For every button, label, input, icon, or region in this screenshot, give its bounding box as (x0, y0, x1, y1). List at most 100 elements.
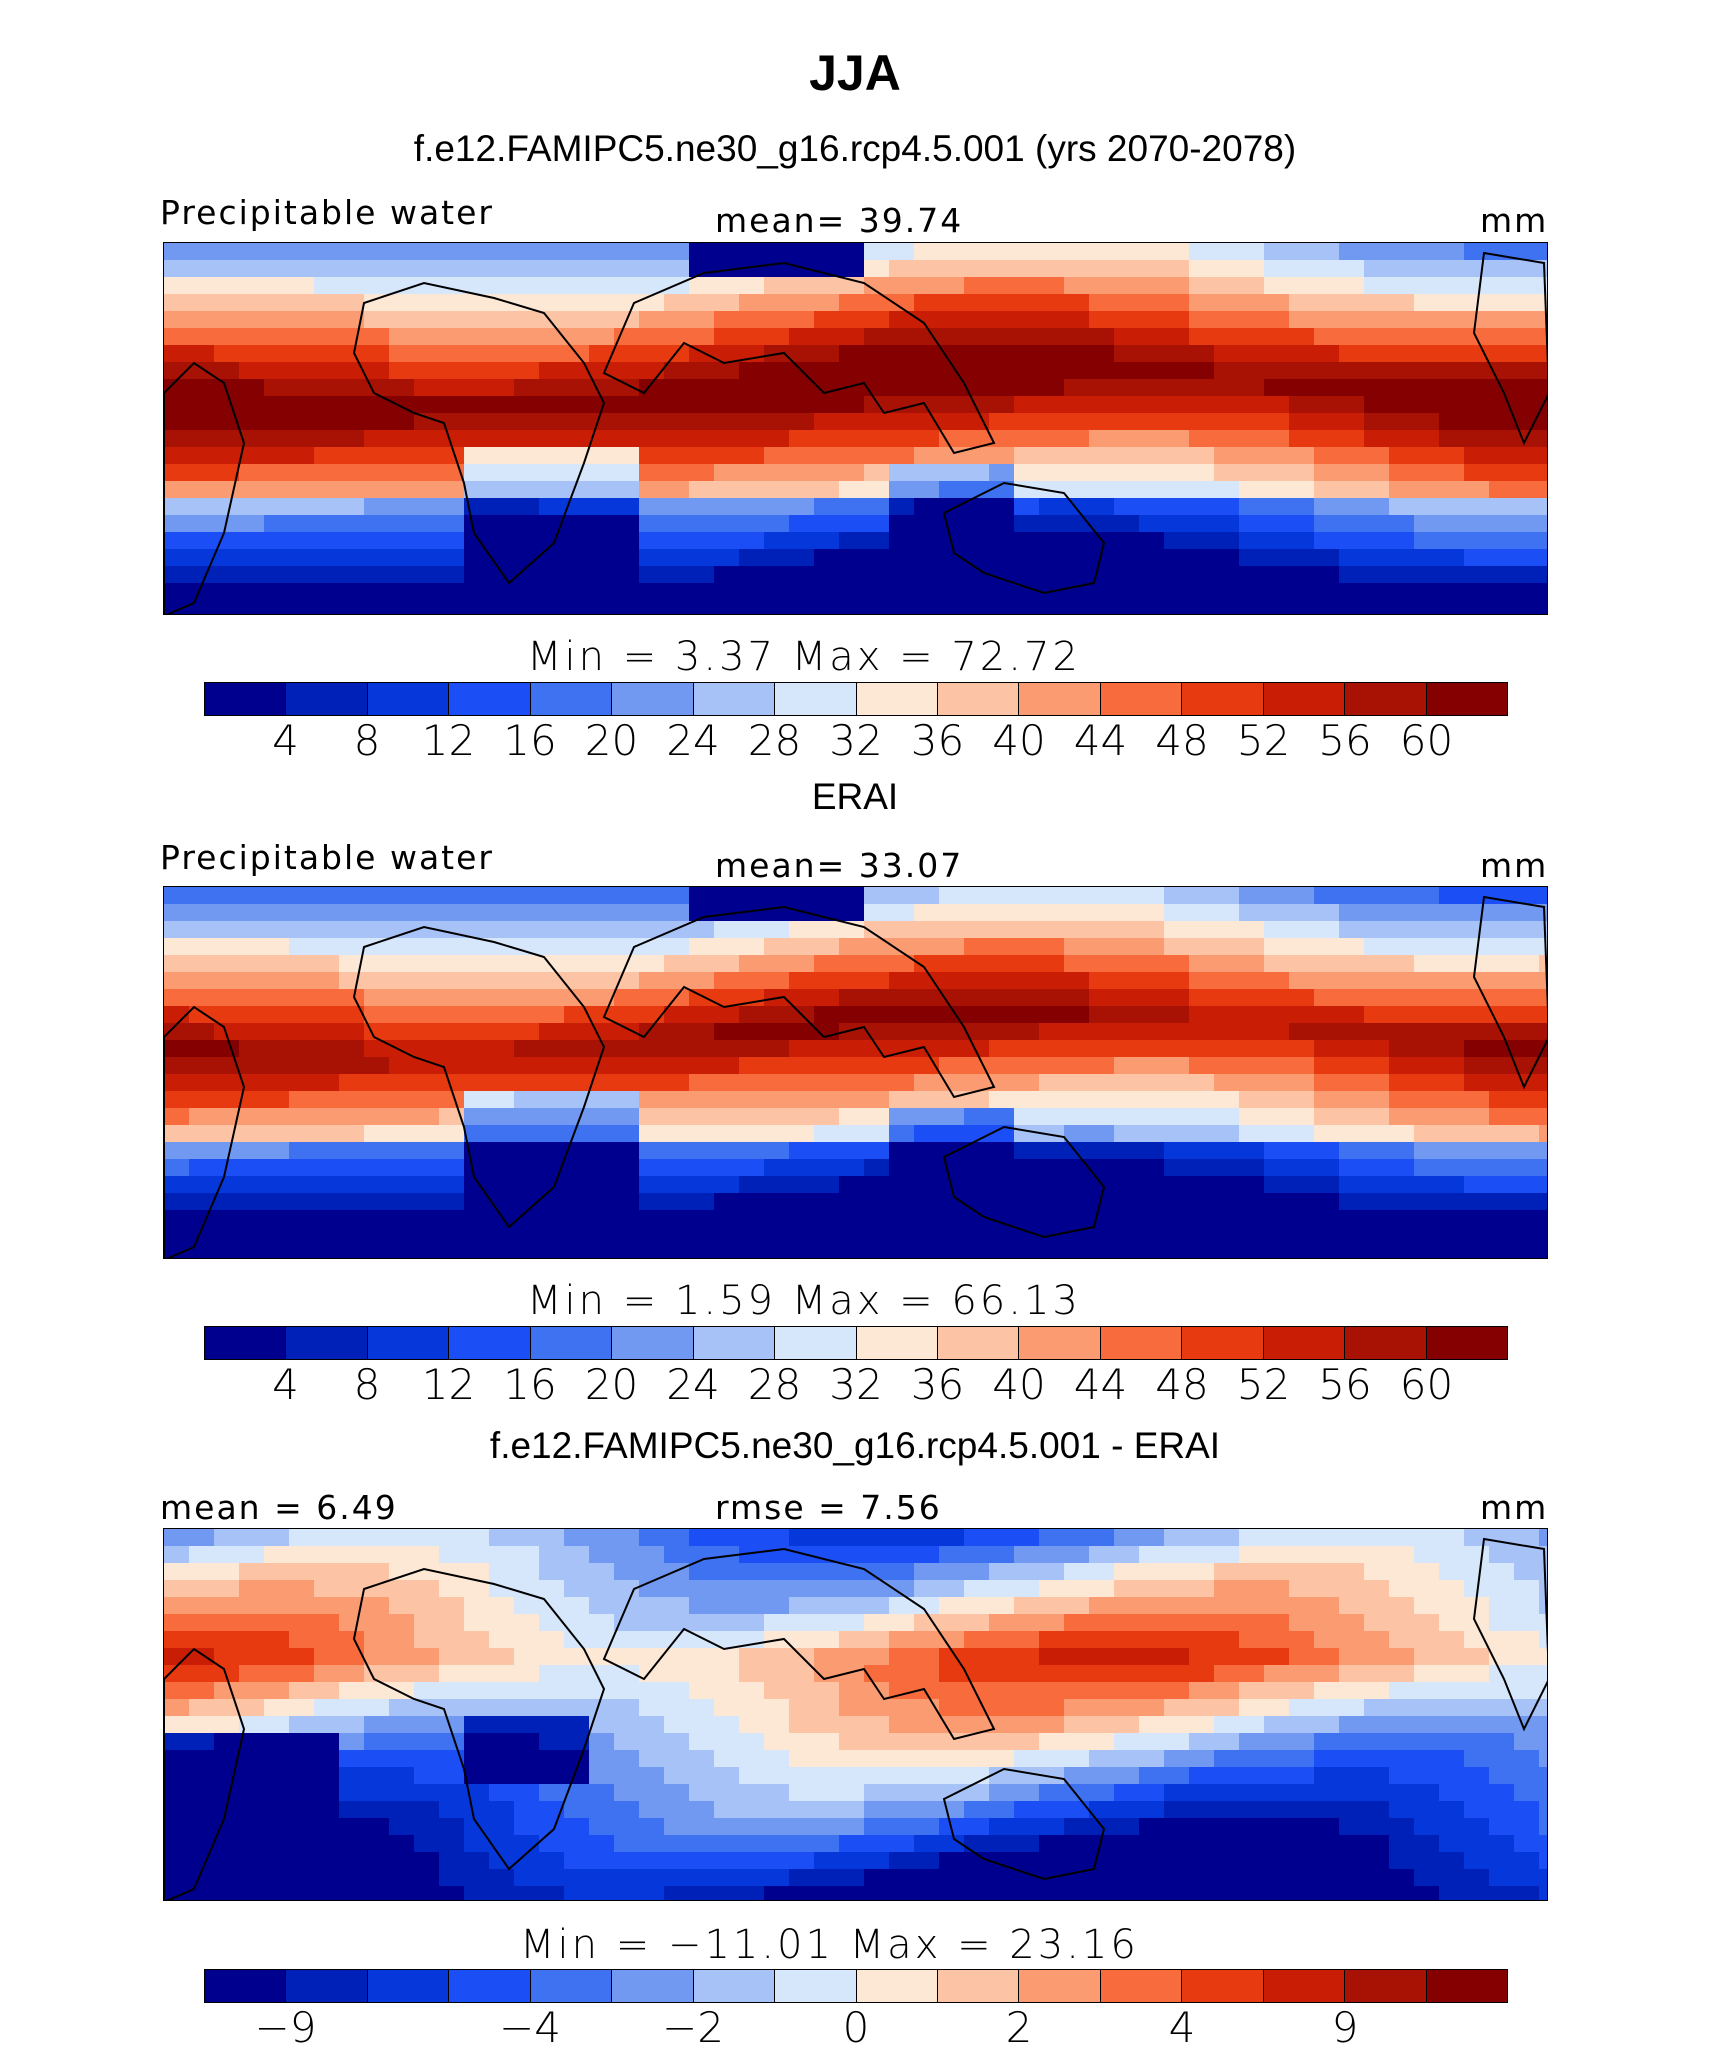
field-cell (1014, 1210, 1040, 1228)
field-cell (464, 243, 490, 261)
field-cell (1039, 1597, 1065, 1615)
field-cell (964, 1631, 990, 1649)
field-cell (939, 328, 965, 346)
field-cell (189, 396, 215, 414)
field-cell (489, 1631, 515, 1649)
field-cell (739, 1040, 765, 1058)
field-cell (264, 1210, 290, 1228)
field-cell (314, 1193, 340, 1211)
field-cell (339, 1193, 365, 1211)
field-cell (564, 972, 590, 990)
field-cell (589, 955, 615, 973)
field-cell (364, 1244, 390, 1258)
field-cell (1114, 447, 1140, 465)
field-cell (439, 549, 465, 567)
field-cell (789, 1631, 815, 1649)
field-cell (1489, 1057, 1515, 1075)
field-cell (689, 1057, 715, 1075)
field-cell (864, 972, 890, 990)
field-cell (439, 1801, 465, 1819)
panel-1-map (163, 242, 1548, 615)
colorbar-tick-label: 36 (910, 1360, 965, 1409)
field-cell (1139, 1057, 1165, 1075)
field-cell (1039, 1546, 1065, 1564)
field-cell (1489, 1597, 1515, 1615)
field-cell (239, 328, 265, 346)
field-cell (1164, 260, 1190, 278)
field-cell (439, 989, 465, 1007)
field-cell (214, 1125, 240, 1143)
field-cell (889, 1546, 915, 1564)
field-cell (239, 277, 265, 295)
field-cell (714, 1597, 740, 1615)
field-cell (839, 1801, 865, 1819)
field-cell (1314, 1091, 1340, 1109)
field-cell (989, 1057, 1015, 1075)
field-cell (1539, 1546, 1547, 1564)
field-cell (714, 1563, 740, 1581)
field-cell (1514, 294, 1540, 312)
field-cell (614, 413, 640, 431)
field-cell (464, 481, 490, 499)
field-cell (1164, 1125, 1190, 1143)
field-cell (1064, 413, 1090, 431)
field-cell (189, 379, 215, 397)
field-cell (839, 1733, 865, 1751)
field-cell (539, 1869, 565, 1887)
field-cell (164, 921, 190, 939)
field-cell (489, 1886, 515, 1900)
field-cell (1339, 396, 1365, 414)
field-cell (839, 1784, 865, 1802)
field-cell (239, 904, 265, 922)
field-cell (889, 1767, 915, 1785)
field-cell (389, 1176, 415, 1194)
field-cell (764, 1767, 790, 1785)
field-cell (814, 1665, 840, 1683)
field-cell (1364, 1244, 1390, 1258)
field-cell (1364, 396, 1390, 414)
field-cell (1064, 243, 1090, 261)
field-cell (989, 1767, 1015, 1785)
field-cell (589, 481, 615, 499)
field-cell (589, 921, 615, 939)
field-cell (414, 1682, 440, 1700)
field-cell (1439, 294, 1465, 312)
field-cell (589, 1529, 615, 1547)
field-cell (1364, 1733, 1390, 1751)
field-cell (639, 1852, 665, 1870)
field-cell (1039, 566, 1065, 584)
field-cell (1339, 1006, 1365, 1024)
field-cell (1339, 362, 1365, 380)
field-cell (1189, 1699, 1215, 1717)
field-cell (164, 1091, 190, 1109)
field-cell (1539, 243, 1547, 261)
field-cell (964, 1665, 990, 1683)
field-cell (1064, 481, 1090, 499)
field-cell (714, 1244, 740, 1258)
field-cell (914, 1546, 940, 1564)
field-cell (664, 430, 690, 448)
field-cell (239, 1529, 265, 1547)
field-cell (814, 1716, 840, 1734)
field-cell (414, 1750, 440, 1768)
field-cell (764, 1176, 790, 1194)
field-cell (1464, 1699, 1490, 1717)
field-cell (1539, 413, 1547, 431)
field-cell (1514, 1818, 1540, 1836)
field-cell (1239, 1818, 1265, 1836)
field-cell (1364, 1750, 1390, 1768)
field-cell (764, 1699, 790, 1717)
field-cell (739, 972, 765, 990)
field-cell (1289, 904, 1315, 922)
field-cell (1189, 1869, 1215, 1887)
field-cell (264, 1023, 290, 1041)
field-cell (414, 1227, 440, 1245)
field-cell (1089, 1142, 1115, 1160)
field-cell (589, 600, 615, 614)
field-cell (214, 1614, 240, 1632)
field-cell (539, 921, 565, 939)
field-cell (1114, 379, 1140, 397)
field-cell (189, 1176, 215, 1194)
field-cell (764, 1244, 790, 1258)
field-cell (1164, 1869, 1190, 1887)
